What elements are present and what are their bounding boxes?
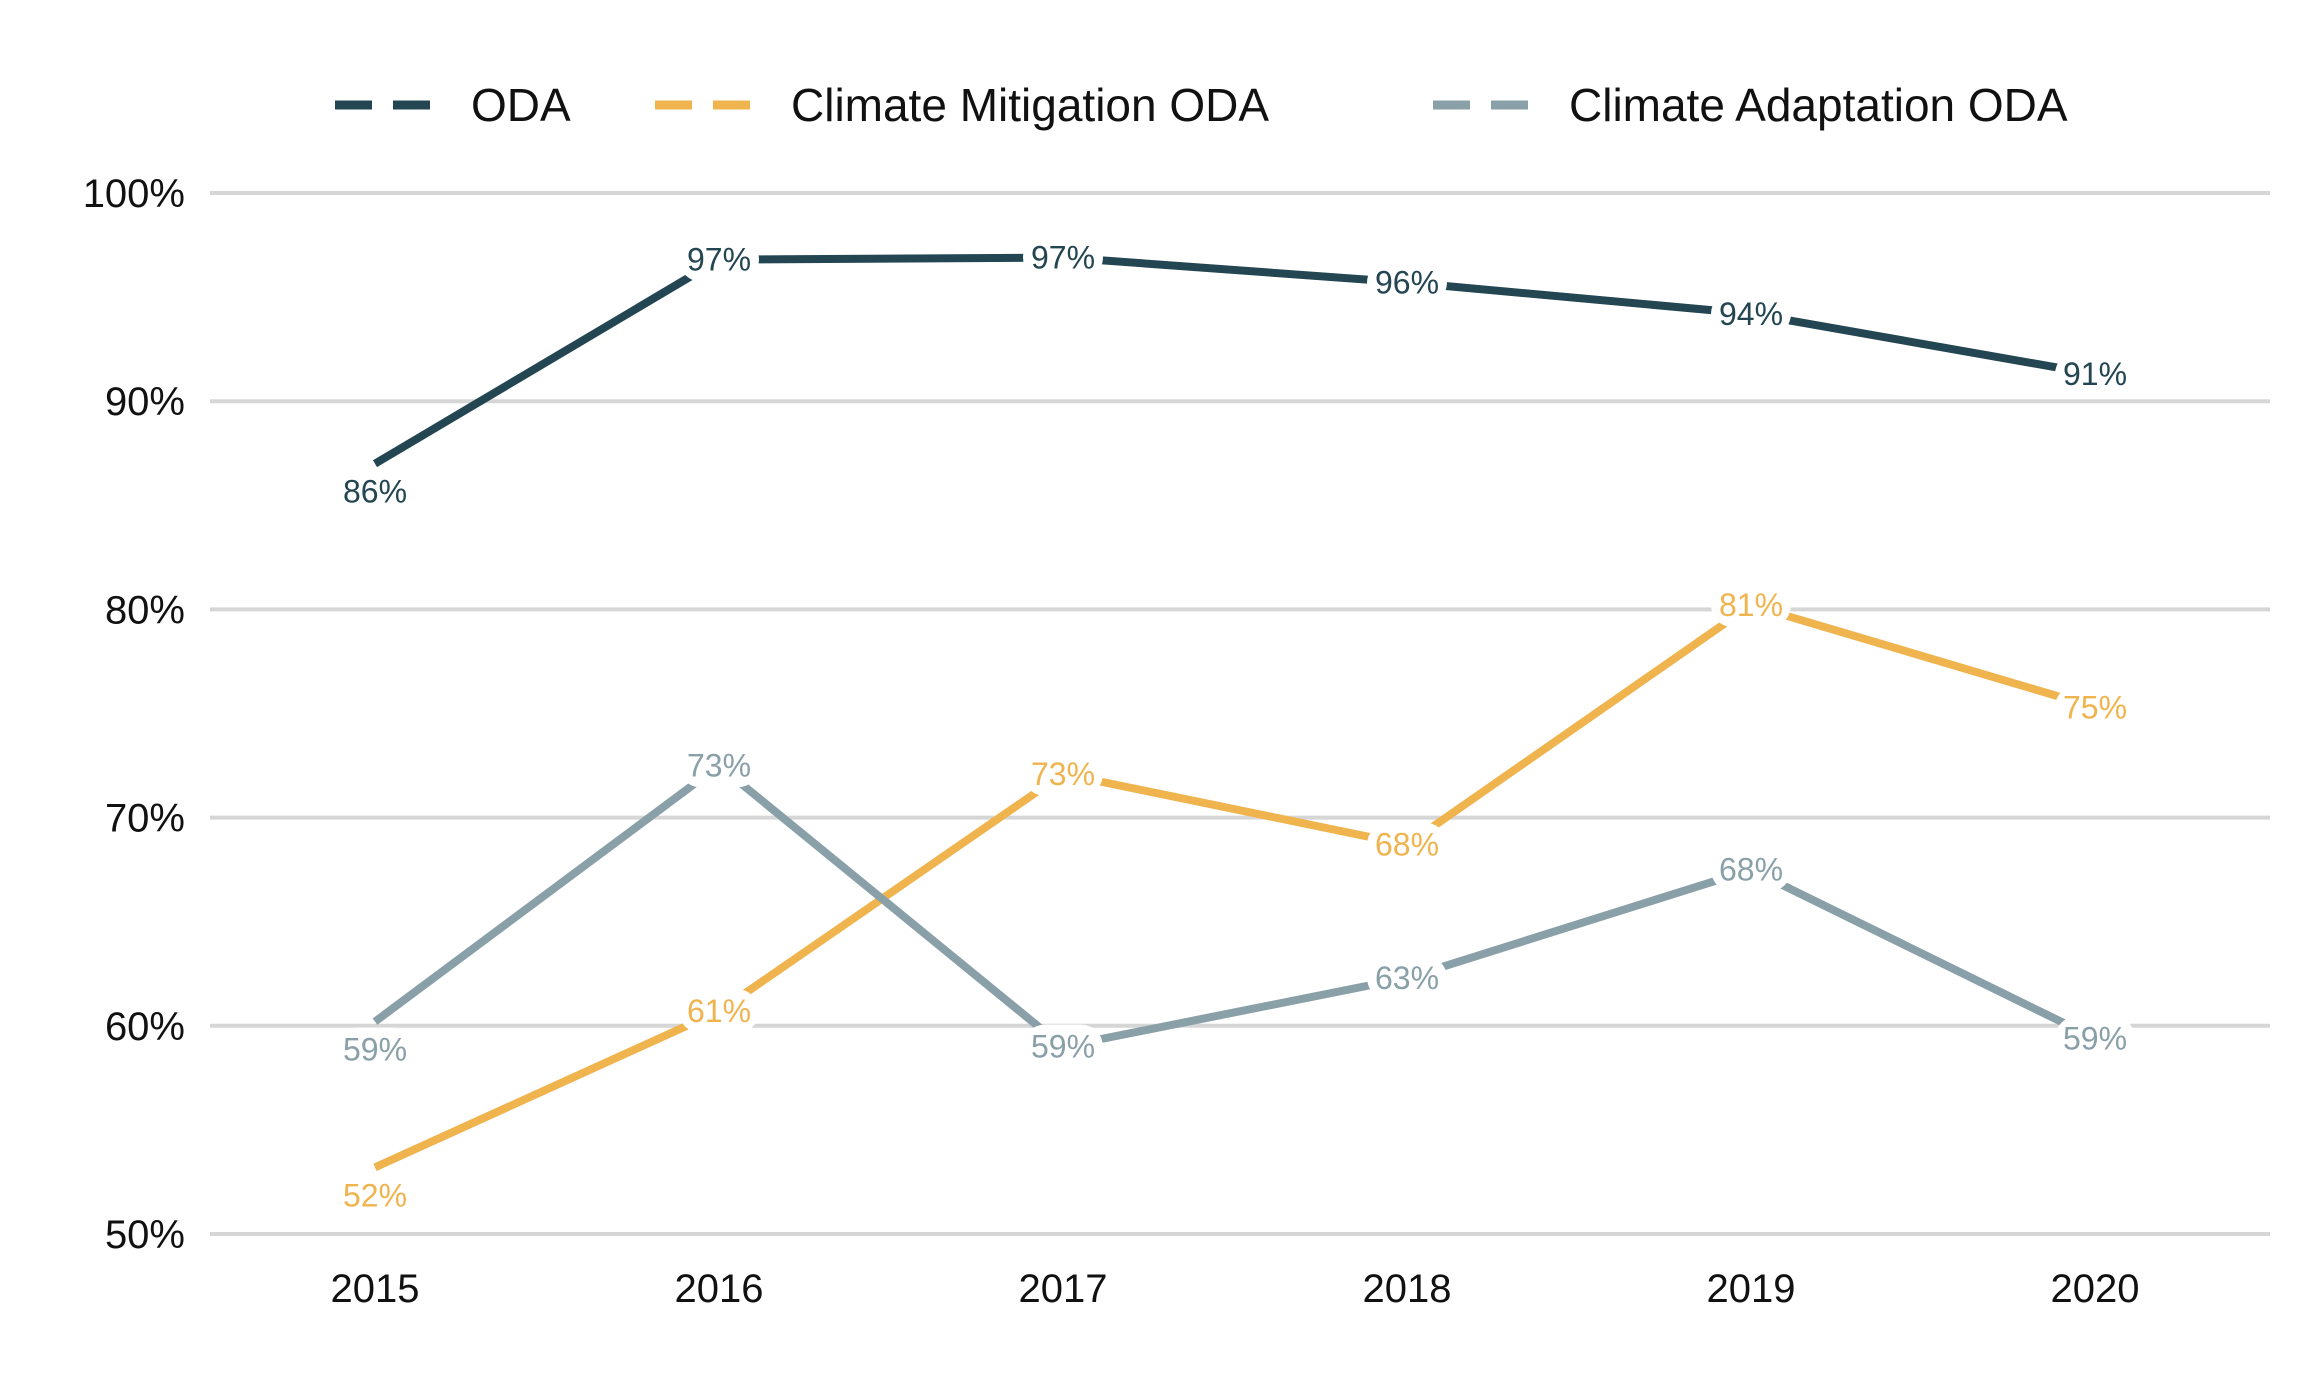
data-label-climate-adaptation-oda: 63% — [1375, 960, 1439, 996]
legend-label-oda: ODA — [471, 79, 571, 131]
x-tick-label: 2016 — [675, 1267, 764, 1311]
y-tick-label: 90% — [105, 380, 185, 424]
data-label-climate-adaptation-oda: 59% — [1031, 1029, 1095, 1065]
data-label-background — [1023, 235, 1103, 280]
legend-label-climate-mitigation-oda: Climate Mitigation ODA — [791, 79, 1269, 131]
data-label-background — [1367, 260, 1447, 305]
y-tick-label: 70% — [105, 797, 185, 841]
data-label-climate-adaptation-oda: 68% — [1719, 852, 1783, 888]
data-label-climate-mitigation-oda: 75% — [2063, 689, 2127, 725]
x-tick-label: 2018 — [1363, 1267, 1452, 1311]
data-label-background — [1367, 822, 1447, 867]
data-label-background — [335, 469, 415, 514]
data-label-climate-adaptation-oda: 59% — [2063, 1020, 2127, 1056]
data-label-background — [2055, 352, 2135, 397]
data-label-background — [335, 1173, 415, 1218]
series-lines — [372, 253, 2097, 1172]
gridlines — [210, 191, 2270, 1236]
data-label-background — [1023, 751, 1103, 796]
y-tick-label: 80% — [105, 588, 185, 632]
data-label-background — [1711, 291, 1791, 336]
data-label-climate-mitigation-oda: 73% — [1031, 756, 1095, 792]
x-tick-label: 2020 — [2051, 1267, 2140, 1311]
legend-label-climate-adaptation-oda: Climate Adaptation ODA — [1569, 79, 2068, 131]
series-line-climate-mitigation-oda — [373, 601, 2097, 1172]
data-label-background — [679, 989, 759, 1034]
data-label-oda: 97% — [1031, 240, 1095, 276]
data-label-background — [1023, 1024, 1103, 1069]
data-label-climate-mitigation-oda: 68% — [1375, 827, 1439, 863]
data-label-oda: 86% — [343, 474, 407, 510]
x-tick-label: 2019 — [1707, 1267, 1796, 1311]
x-tick-label: 2015 — [331, 1267, 420, 1311]
data-label-background — [2055, 1016, 2135, 1061]
data-label-climate-mitigation-oda: 61% — [687, 993, 751, 1029]
data-label-climate-mitigation-oda: 81% — [1719, 587, 1783, 623]
legend: ODA Climate Mitigation ODA Climate Adaptat… — [335, 79, 2068, 131]
data-label-oda: 91% — [2063, 356, 2127, 392]
data-label-background — [1367, 955, 1447, 1000]
y-tick-label: 50% — [105, 1213, 185, 1257]
y-tick-label: 60% — [105, 1005, 185, 1049]
data-label-background — [679, 237, 759, 282]
data-label-background — [335, 1027, 415, 1072]
data-label-oda: 94% — [1719, 296, 1783, 332]
data-label-background — [1711, 847, 1791, 892]
y-tick-label: 100% — [83, 172, 185, 216]
data-label-background — [1711, 583, 1791, 628]
series-line-climate-adaptation-oda — [372, 761, 2097, 1051]
data-label-climate-adaptation-oda: 73% — [687, 748, 751, 784]
data-label-oda: 96% — [1375, 265, 1439, 301]
data-label-background — [2055, 685, 2135, 730]
series-line-oda — [372, 253, 2096, 468]
data-label-oda: 97% — [687, 242, 751, 278]
data-label-background — [679, 743, 759, 788]
data-label-climate-adaptation-oda: 59% — [343, 1032, 407, 1068]
y-axis: 50% 60% 70% 80% 90% 100% — [83, 172, 185, 1257]
x-tick-label: 2017 — [1019, 1267, 1108, 1311]
data-label-climate-mitigation-oda: 52% — [343, 1177, 407, 1213]
data-labels: 86% 97% 97% 96% 94% 91% 52% 61% 73% 68% 81% 75% 59% 7… — [335, 235, 2135, 1218]
x-axis: 2015 2016 2017 2018 2019 2020 — [331, 1267, 2140, 1311]
